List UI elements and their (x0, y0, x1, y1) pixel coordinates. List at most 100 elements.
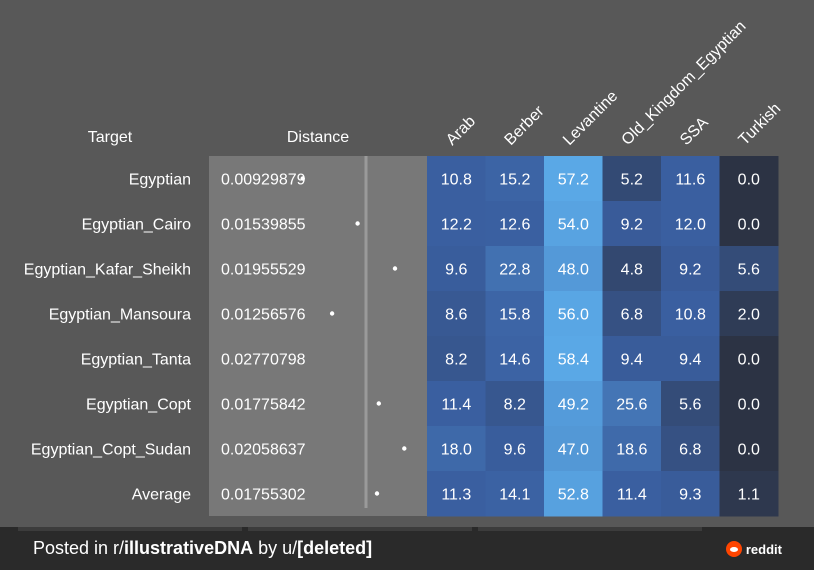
distance-value: 0.02770798 (221, 352, 306, 369)
heatmap-cell (602, 291, 662, 337)
distance-ref-line (364, 156, 368, 508)
distance-value: 0.00929879 (221, 172, 306, 189)
cell-value: 14.6 (499, 352, 530, 369)
reddit-logo-text: reddit (745, 541, 782, 557)
cell-value: 0.0 (738, 172, 760, 189)
cell-value: 5.6 (738, 262, 760, 279)
cell-value: 11.4 (617, 487, 647, 504)
target-label: Egyptian_Copt_Sudan (31, 442, 191, 459)
column-header: SSA (677, 114, 712, 149)
cell-value: 0.0 (738, 352, 760, 369)
heatmap-cell (427, 471, 486, 517)
cell-value: 48.0 (558, 262, 589, 279)
heatmap-cell (427, 336, 486, 382)
heatmap-cell (427, 426, 486, 472)
cell-value: 10.8 (675, 307, 706, 324)
heatmap-cell (602, 156, 662, 202)
heatmap-cell (661, 471, 720, 517)
heatmap-cell (602, 426, 662, 472)
heatmap-cell (719, 471, 779, 517)
cell-value: 9.6 (445, 262, 467, 279)
cell-value: 12.2 (441, 217, 472, 234)
cell-value: 52.8 (558, 487, 589, 504)
cell-value: 25.6 (616, 397, 647, 414)
cell-value: 56.0 (558, 307, 589, 324)
distance-value: 0.01539855 (221, 217, 306, 234)
heatmap-cell (485, 471, 545, 517)
distance-dot (392, 266, 398, 271)
cell-value: 18.0 (441, 442, 472, 459)
heatmap-cell (661, 246, 720, 292)
heatmap-cell (544, 426, 603, 472)
heatmap-cell (427, 291, 486, 337)
heatmap-cell (544, 156, 603, 202)
target-label: Egyptian (129, 172, 191, 189)
distance-header: Distance (287, 129, 349, 146)
heatmap-cell (719, 426, 779, 472)
footer-bar: Posted in r/illustrativeDNA by u/[delete… (0, 527, 814, 570)
distance-value: 0.01755302 (221, 487, 306, 504)
cell-value: 9.2 (679, 262, 701, 279)
heatmap-cell (661, 336, 720, 382)
target-label: Egyptian_Mansoura (49, 307, 191, 324)
heatmap-cell (485, 156, 545, 202)
distance-value: 0.02058637 (221, 442, 306, 459)
cell-value: 0.0 (738, 442, 760, 459)
cell-value: 49.2 (558, 397, 589, 414)
footer-prefix: Posted in r/ (33, 538, 125, 558)
cell-value: 22.8 (499, 262, 530, 279)
heatmap-cell (485, 246, 545, 292)
cell-value: 9.4 (621, 352, 643, 369)
distance-dot (402, 446, 407, 451)
cell-value: 5.6 (679, 397, 701, 414)
distance-value: 0.01955529 (221, 262, 306, 279)
cell-value: 5.2 (621, 172, 643, 189)
heatmap-cell (719, 291, 779, 337)
column-header: Berber (502, 102, 548, 148)
heatmap-cell (719, 381, 779, 427)
cell-value: 9.2 (621, 217, 643, 234)
heatmap-cell (485, 336, 545, 382)
heatmap-cell (485, 201, 545, 247)
heatmap-cell (661, 201, 720, 247)
heatmap-cell (544, 291, 603, 337)
subreddit-link[interactable]: illustrativeDNA (124, 538, 254, 558)
cell-value: 11.3 (441, 487, 471, 504)
heatmap-cell (544, 201, 603, 247)
reddit-logo[interactable]: reddit (725, 540, 782, 558)
heatmap-cell (485, 426, 545, 472)
cell-value: 15.8 (499, 307, 530, 324)
heatmap-cell (661, 156, 720, 202)
column-header: Arab (443, 113, 479, 149)
cell-value: 12.0 (675, 217, 706, 234)
distance-dot (355, 221, 360, 226)
cell-value: 8.2 (445, 352, 467, 369)
cell-value: 15.2 (499, 172, 530, 189)
cell-value: 57.2 (558, 172, 589, 189)
cell-value: 0.0 (738, 397, 760, 414)
heatmap-cell (602, 381, 662, 427)
cell-value: 8.2 (504, 397, 526, 414)
cell-value: 54.0 (558, 217, 589, 234)
cell-value: 0.0 (738, 217, 760, 234)
cell-value: 2.0 (738, 307, 760, 324)
user-link[interactable]: [deleted] (297, 538, 373, 558)
heatmap-cell (719, 246, 779, 292)
heatmap-cell (661, 381, 720, 427)
cell-value: 4.8 (621, 262, 643, 279)
heatmap-cell (544, 381, 603, 427)
cell-value: 14.1 (499, 487, 530, 504)
target-header: Target (88, 129, 133, 146)
cell-value: 58.4 (558, 352, 589, 369)
cell-value: 9.6 (504, 442, 526, 459)
heatmap-cell (544, 336, 603, 382)
heatmap-cell (427, 381, 486, 427)
footer-caption: Posted in r/illustrativeDNA by u/[delete… (33, 538, 372, 559)
footer-tab (18, 527, 242, 531)
heatmap-cell (719, 201, 779, 247)
footer-by: by u/ (253, 538, 298, 558)
heatmap-cell (661, 426, 720, 472)
distance-dot (329, 311, 335, 316)
cell-value: 8.6 (445, 307, 467, 324)
heatmap-cell (427, 156, 486, 202)
